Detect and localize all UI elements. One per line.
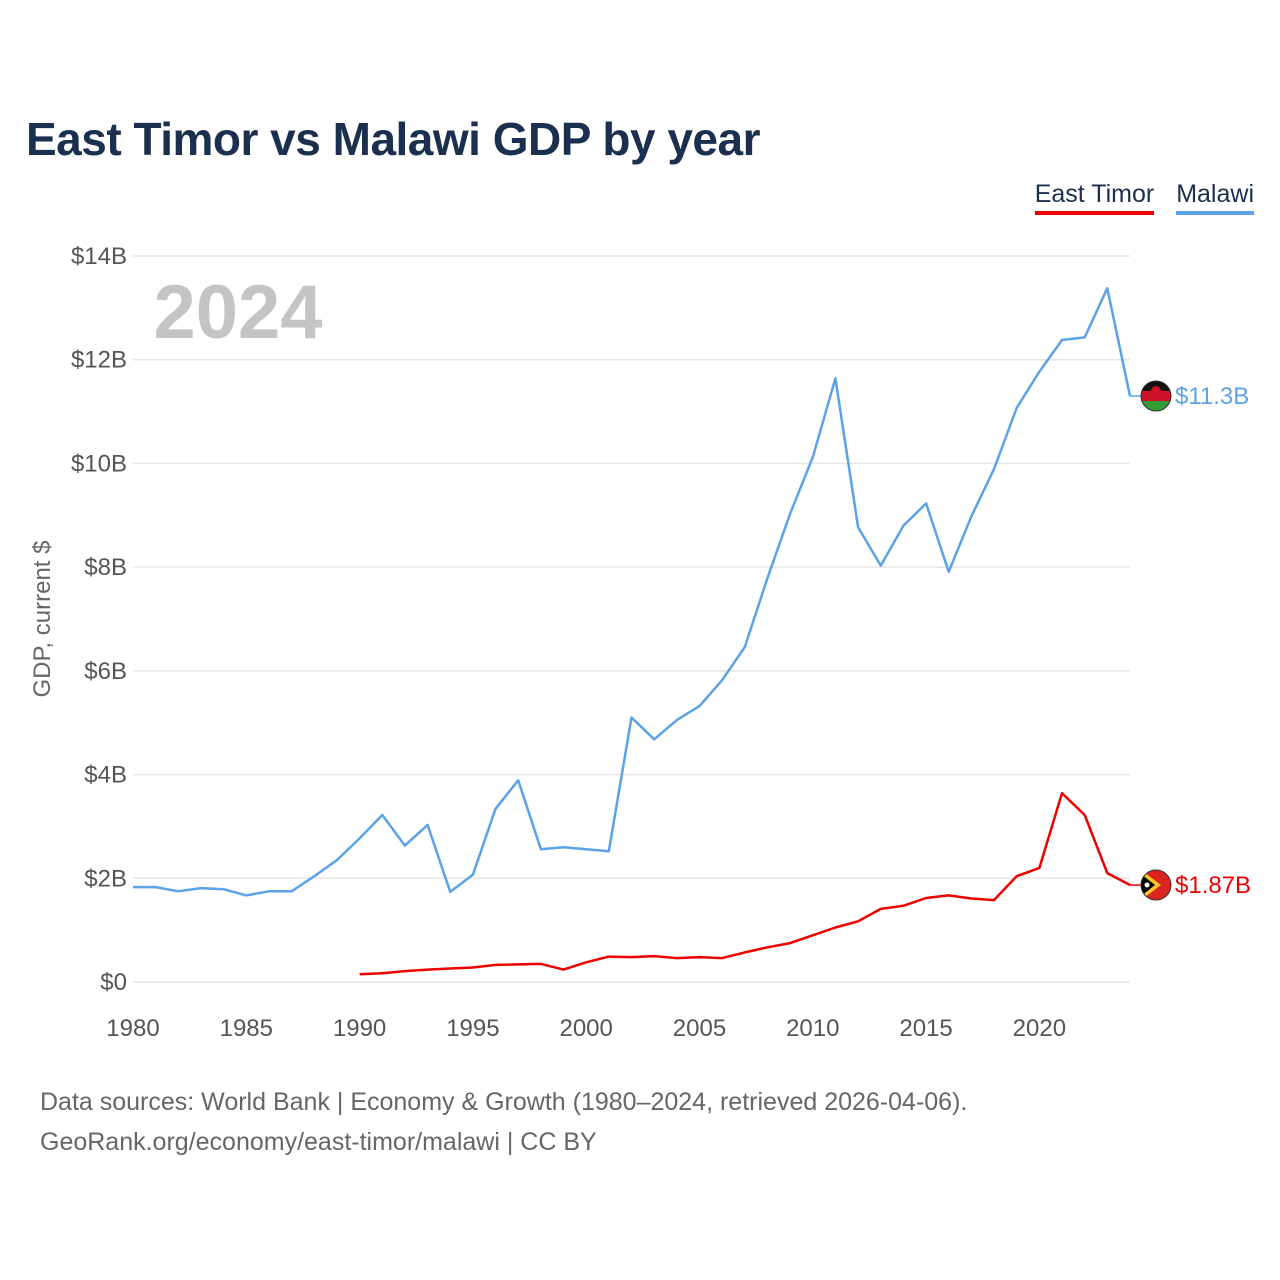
flag-stripe (1141, 401, 1171, 412)
y-tick-label: $0 (100, 969, 127, 996)
x-tick-label: 2005 (673, 1015, 726, 1042)
legend-item-malawi[interactable]: Malawi (1176, 180, 1254, 215)
flag-body (1141, 870, 1171, 901)
footer: Data sources: World Bank | Economy & Gro… (40, 1082, 967, 1162)
flag-border (1140, 869, 1172, 901)
y-axis-label: GDP, current $ (29, 541, 56, 698)
end-value-label: $11.3B (1175, 383, 1249, 410)
flag-border (1140, 380, 1172, 412)
year-label: 2024 (153, 270, 322, 355)
flag-body (1141, 381, 1171, 412)
series-line-east-timor (359, 791, 1131, 976)
east-timor-flag-icon (1140, 869, 1172, 901)
y-tick-label: $4B (84, 762, 127, 789)
x-tick-label: 1980 (106, 1015, 159, 1042)
x-tick-label: 1985 (220, 1015, 273, 1042)
y-tick-label: $2B (84, 865, 127, 892)
x-tick-label: 2020 (1013, 1015, 1066, 1042)
malawi-flag-icon (1140, 380, 1172, 412)
x-tick-label: 2000 (559, 1015, 612, 1042)
flag-sun (1151, 386, 1161, 397)
y-tick-label: $8B (84, 554, 127, 581)
y-tick-label: $6B (84, 658, 127, 685)
flag-star (1144, 882, 1150, 888)
x-tick-label: 1995 (446, 1015, 499, 1042)
series-line-malawi (133, 286, 1132, 897)
y-tick-label: $12B (71, 347, 127, 374)
x-tick-label: 2010 (786, 1015, 839, 1042)
footer-sources: Data sources: World Bank | Economy & Gro… (40, 1088, 968, 1116)
y-tick-label: $10B (71, 450, 127, 477)
y-tick-label: $14B (71, 243, 127, 270)
x-tick-label: 1990 (333, 1015, 386, 1042)
page-title: East Timor vs Malawi GDP by year (26, 113, 760, 165)
legend: East Timor Malawi (1034, 180, 1254, 215)
x-tick-label: 2015 (899, 1015, 952, 1042)
legend-item-east-timor[interactable]: East Timor (1034, 180, 1155, 215)
end-value-label: $1.87B (1175, 872, 1251, 899)
footer-link[interactable]: GeoRank.org/economy/east-timor/malawi | … (40, 1128, 597, 1156)
